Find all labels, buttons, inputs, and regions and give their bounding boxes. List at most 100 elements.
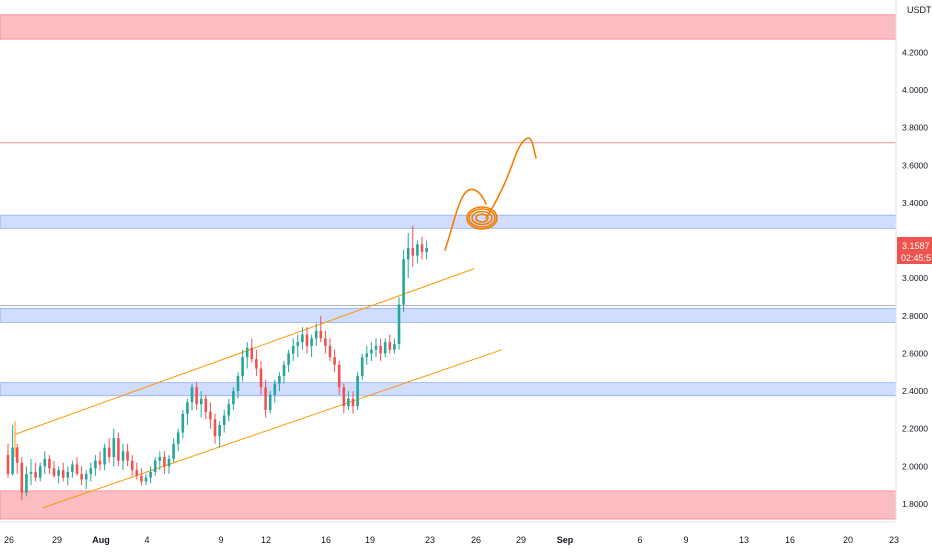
candle-body [75, 464, 79, 474]
candle [163, 451, 166, 474]
candle [351, 391, 355, 414]
candle-body [94, 460, 97, 469]
candle [397, 297, 401, 350]
time-tick-label: 9 [683, 535, 688, 545]
target-circle-mark-1 [468, 208, 496, 228]
candle-body [38, 466, 42, 478]
candle-body [393, 344, 396, 350]
candle-body [388, 342, 392, 350]
price-tick-label: 4.0000 [902, 85, 928, 95]
candle-body [34, 472, 37, 478]
zone-blue-1 [0, 214, 897, 229]
candle-body [181, 413, 185, 433]
candle [213, 413, 217, 444]
time-axis: 26 29 Aug 4 9 12 16 19 23 26 29 Sep 6 9 13 16 20 23 [0, 521, 899, 545]
candle-body [130, 460, 134, 471]
candle [287, 349, 290, 373]
candle [425, 240, 428, 260]
candle-body [365, 353, 369, 358]
candle [158, 451, 162, 471]
price-tick-label: 3.6000 [902, 160, 928, 170]
candle-body [411, 248, 415, 256]
candle [103, 443, 106, 471]
candle [370, 342, 373, 361]
time-tick-label: 20 [843, 535, 853, 545]
candle-body [199, 398, 203, 405]
time-tick-label: 9 [218, 535, 223, 545]
candle-body [406, 248, 410, 260]
candle-body [167, 458, 171, 467]
candle [38, 462, 42, 482]
candle-body [149, 472, 152, 478]
candle [296, 334, 300, 358]
candle [140, 468, 143, 486]
candle [84, 470, 88, 489]
price-tag: 3.1587 02:45:57 [897, 237, 932, 264]
price-tick-label: 2.2000 [902, 424, 928, 434]
candle-body [61, 470, 65, 478]
price-tick-label: 2.0000 [902, 461, 928, 471]
price-tick-label: 1.8000 [902, 499, 928, 509]
candle [402, 249, 405, 313]
time-tick-label: 26 [4, 535, 14, 545]
candle-body [273, 383, 277, 395]
price-tick-label: 2.8000 [902, 311, 928, 321]
candle [176, 428, 180, 452]
candle-body [6, 455, 10, 474]
candle-body [356, 376, 359, 407]
candle [241, 349, 244, 382]
candle [319, 315, 323, 343]
candle-body [121, 451, 125, 461]
candle [301, 327, 304, 350]
time-tick-label: 29 [516, 535, 526, 545]
candle-body [48, 458, 51, 469]
candle-body [379, 345, 382, 354]
candle [6, 443, 10, 478]
time-tick-label: 13 [739, 535, 749, 545]
candle [144, 473, 148, 486]
candle [130, 455, 134, 476]
candle-body [117, 438, 120, 461]
candle [94, 455, 97, 476]
candle [75, 456, 79, 476]
candle-body [255, 359, 258, 369]
time-tick-label: 19 [365, 535, 375, 545]
candle-body [383, 342, 387, 354]
candle-body [112, 438, 116, 457]
candle [291, 338, 295, 361]
candle-body [347, 398, 350, 407]
time-tick-label: 16 [785, 535, 795, 545]
candle-body [153, 460, 157, 473]
price-axis: 4.20004.00003.80003.60003.40003.20003.00… [895, 0, 928, 522]
candle-body [103, 447, 106, 465]
channel-upper-line [14, 268, 475, 435]
candle [360, 353, 364, 380]
candle [25, 466, 28, 497]
candle [34, 462, 37, 482]
candle-body [319, 330, 323, 339]
candle-body [204, 398, 208, 412]
candle [199, 391, 203, 418]
price-tick-label: 2.4000 [902, 386, 928, 396]
candle-body [425, 248, 428, 252]
candle [324, 330, 327, 354]
candle [222, 409, 226, 433]
candle-body [218, 424, 221, 437]
candle-body [296, 342, 300, 346]
price-tick-label: 3.0000 [902, 273, 928, 283]
candle [121, 443, 125, 471]
time-tick-label: 26 [471, 535, 481, 545]
price-tick-label: 3.8000 [902, 123, 928, 133]
candle [227, 398, 231, 422]
candle-body [370, 349, 373, 354]
candle [259, 360, 263, 395]
candle [52, 460, 56, 478]
candle-body [402, 259, 405, 305]
candle-body [11, 447, 14, 474]
time-tick-label: 4 [144, 535, 149, 545]
candle [388, 334, 392, 354]
candle-body [43, 458, 47, 467]
time-tick-label: 6 [637, 535, 642, 545]
candle-body [172, 443, 175, 459]
